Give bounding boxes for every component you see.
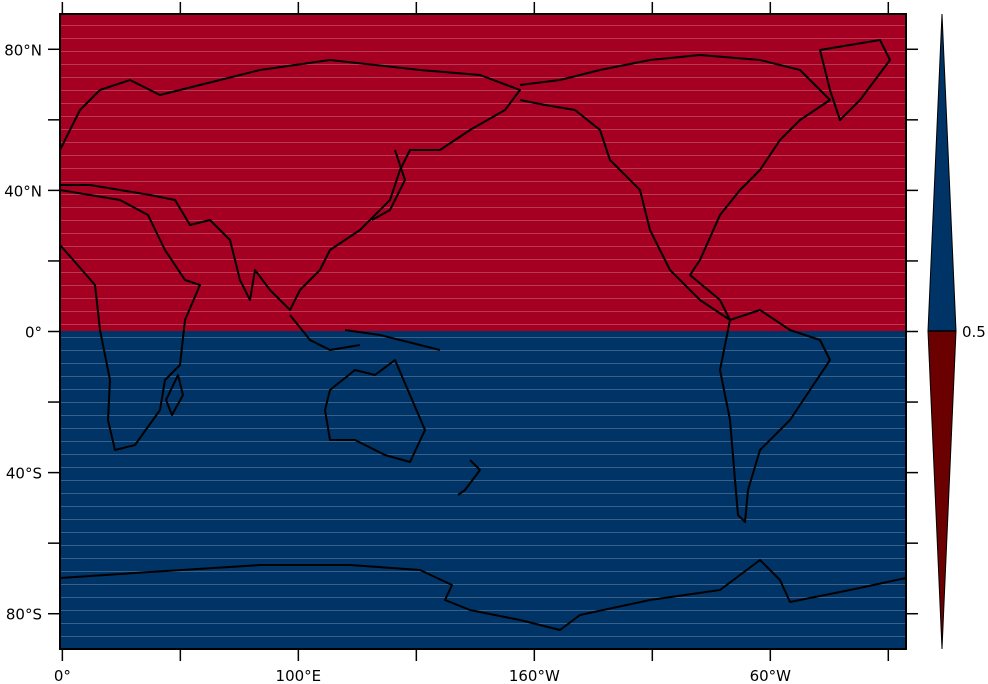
coastline-australia: [324, 359, 426, 463]
coastline-madagascar: [165, 374, 184, 416]
y-tick-label: 80°N: [4, 41, 42, 59]
colorbar-upper-triangle: [927, 13, 957, 332]
axis-tick-labels: 0° 100°E 160°W 60°W 80°N 40°N 0° 40°S 80°S: [4, 41, 791, 684]
x-tick-label: 100°E: [276, 667, 322, 684]
y-tick-label: 80°S: [6, 606, 42, 624]
x-tick-label: 160°W: [509, 667, 560, 684]
axis-ticks: [48, 2, 918, 661]
coastline-eurasia: [60, 59, 521, 311]
colorbar-lower-triangle: [927, 330, 957, 650]
x-tick-label: 0°: [54, 667, 71, 684]
coastline-south-america: [719, 309, 831, 523]
y-tick-label: 40°N: [4, 182, 42, 200]
contour-hatching: [60, 14, 906, 649]
coastline-north-america: [519, 54, 831, 321]
coastline-greenland: [819, 39, 891, 121]
y-tick-label: 40°S: [6, 465, 42, 483]
coastline-indonesia: [289, 314, 441, 351]
coastline-africa: [60, 189, 201, 451]
colorbar-label: 0.5: [962, 323, 986, 341]
x-tick-label: 60°W: [750, 667, 792, 684]
coastlines: [60, 39, 906, 631]
colorbar: 0.5: [927, 13, 986, 650]
coastline-japan: [371, 149, 406, 221]
y-tick-label: 0°: [25, 324, 42, 342]
coastline-new-zealand: [457, 459, 481, 496]
coastline-antarctica: [60, 559, 906, 631]
